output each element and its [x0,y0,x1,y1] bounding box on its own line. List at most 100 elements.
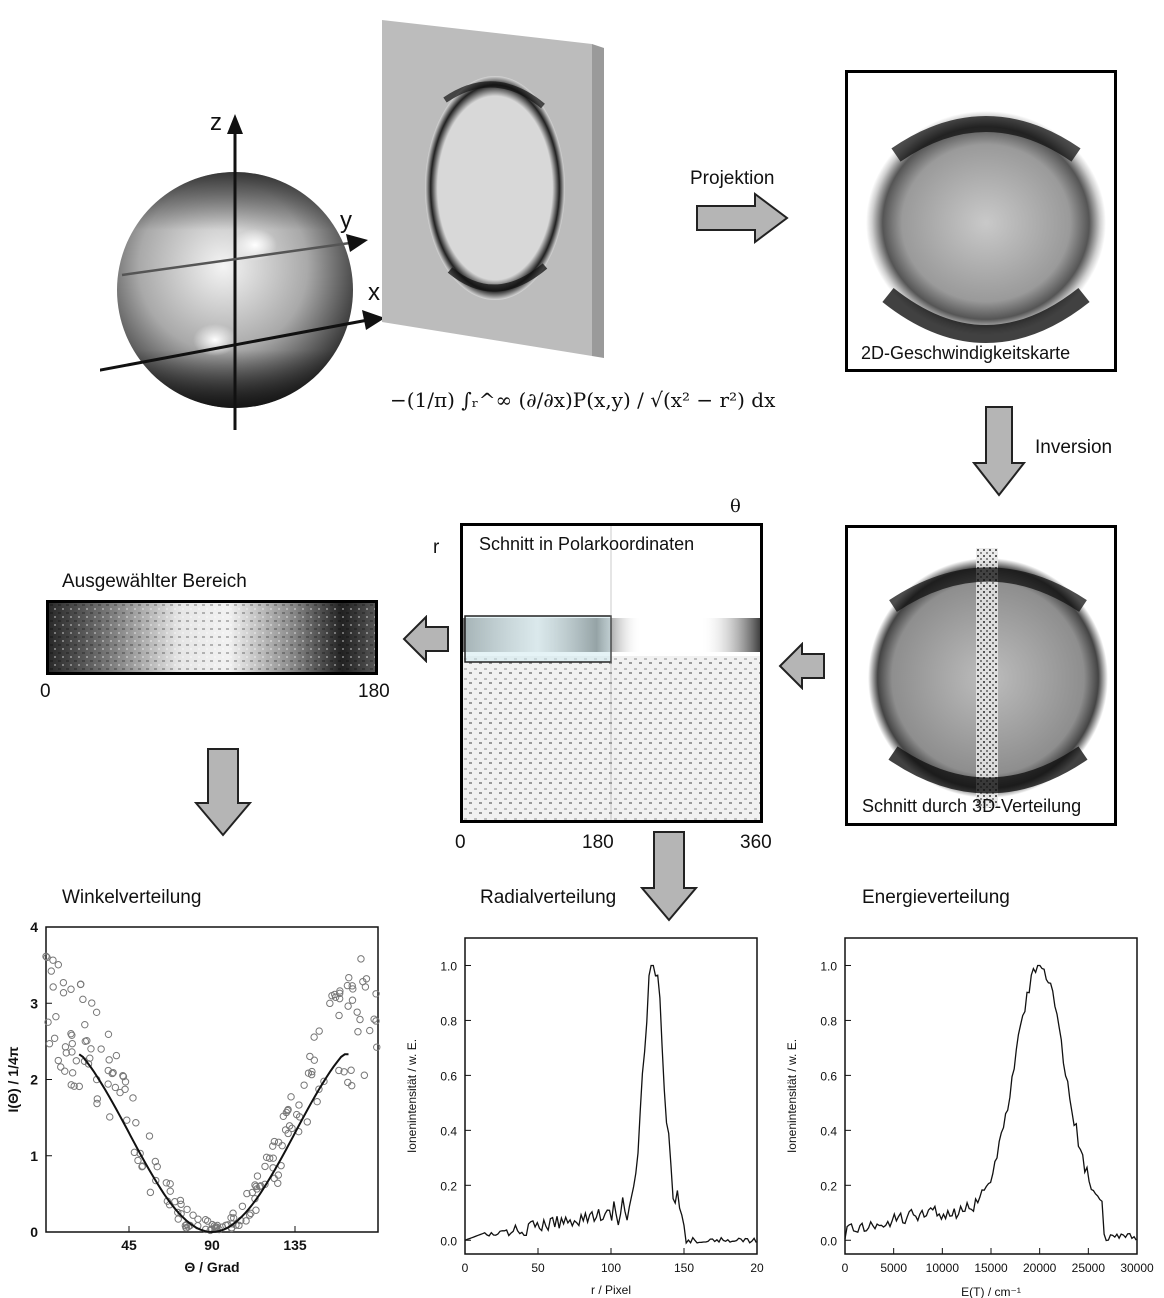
y-axis-label: Ionenintensität / w. E. [785,1039,799,1153]
polar-tick-0: 0 [455,832,466,853]
x-axis-label: E(T) / cm⁻¹ [961,1285,1021,1298]
selected-tick-0: 0 [40,681,51,702]
scatter-point [372,1017,380,1025]
chart-1-title: Winkelverteilung [62,887,202,908]
y-axis-arrowhead [346,234,368,252]
scatter-point [59,978,68,987]
polar-image [463,526,760,820]
scatter-point [93,1099,101,1108]
scatter-point [285,1122,294,1130]
scatter-point [109,1068,117,1077]
scatter-point [320,1077,328,1086]
scatter-point [81,1037,89,1046]
scatter-point [335,1066,343,1075]
scatter-point [42,952,50,961]
scatter-point [283,1106,292,1115]
scatter-point [279,1112,288,1121]
scatter-point [335,989,344,998]
scatter-point [295,1101,303,1109]
scatter-point [362,975,371,983]
scatter-point [111,1083,120,1092]
scatter-point [274,1171,283,1179]
scatter-point [93,1095,102,1103]
scatter-point [86,1054,94,1062]
x-tick-label: 10000 [926,1261,960,1275]
axis-z-label: z [210,109,222,136]
scatter-point [61,1043,70,1051]
polar-tick-180: 180 [582,832,614,853]
scatter-point [182,1224,191,1232]
scatter-point [116,1088,124,1097]
scatter-point [229,1214,238,1222]
scatter-point [57,1063,65,1071]
axis-x-label: x [368,279,380,306]
slice-panel: Schnitt durch 3D-Verteilung [845,525,1117,826]
scatter-point [138,1162,147,1170]
scatter-point [344,1002,352,1010]
scatter-point [104,1080,112,1088]
scatter-point [189,1211,197,1219]
scatter-point [49,983,57,991]
polar-r-label: r [433,537,440,558]
polar-tick-360: 360 [740,832,772,853]
scatter-point [146,1188,155,1197]
projection-screen [382,20,604,358]
selected-tick-180: 180 [358,681,390,702]
scatter-point [235,1221,243,1230]
scatter-point [201,1215,210,1224]
scatter-point [84,1060,93,1068]
plot-frame [464,937,758,1255]
scatter-point [75,1082,83,1091]
series-line [844,964,1137,1242]
x-tick-label: 5000 [880,1261,907,1275]
scatter-point [274,1179,282,1187]
y-axis-line [121,241,351,277]
selection-rectangle [464,615,612,663]
scatter-point [251,1181,259,1189]
scatter-point [227,1214,235,1222]
scatter-point [348,996,357,1004]
scatter-point [300,1081,308,1089]
scatter-point [345,973,353,982]
scatter-point [68,1039,76,1048]
scatter-point [68,1069,77,1077]
scatter-point [183,1205,191,1214]
scatter-point [176,1196,185,1205]
x-tick-label: 50 [531,1261,545,1275]
scatter-point [360,1071,369,1079]
scatter-point [348,982,356,990]
x-tick-label: 20000 [1023,1261,1057,1275]
scatter-point [92,1008,101,1017]
scatter-point [270,1137,279,1146]
scatter-point [43,953,51,962]
scatter-point [353,1008,361,1016]
scatter-point [310,1056,319,1064]
z-axis-arrowhead [227,114,243,134]
scatter-point [77,980,85,988]
y-tick-label: 0.6 [440,1069,457,1083]
scatter-point [134,1156,142,1165]
arrow-projection-label: Projektion [690,168,775,189]
plot-frame [45,926,379,1233]
scatter-point [166,1187,174,1195]
y-tick-label: 4 [30,919,38,935]
angular-distribution-chart: 45 90 135 0 1 2 3 4 Θ / Grad I(Θ) / 1/4π [5,919,381,1275]
scatter-point [145,1132,154,1140]
scatter-point [306,1052,314,1061]
fit-curve [78,1053,349,1234]
scatter-point [72,1057,81,1065]
y-axis-label: I(Θ) / 1/4π [5,1046,21,1112]
x-tick-label: 45 [121,1237,137,1253]
y-tick-label: 0 [30,1224,38,1240]
scatter-point [261,1162,269,1171]
x-tick-label: 150 [674,1261,694,1275]
scatter-point [366,1026,374,1035]
scatter-point [166,1180,174,1188]
scatter-point [242,1217,250,1225]
scatter-point [238,1202,247,1210]
y-tick-label: 0.6 [820,1069,837,1083]
scatter-point [204,1217,212,1225]
scatter-point [136,1149,144,1158]
y-tick-label: 0.0 [820,1234,837,1248]
scatter-point [278,1141,286,1150]
